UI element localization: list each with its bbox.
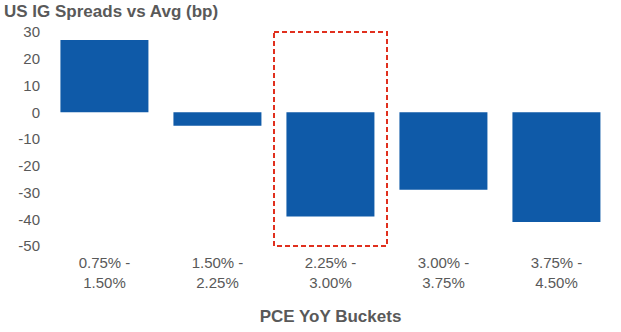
- svg-text:-20: -20: [18, 157, 40, 174]
- svg-text:10: 10: [23, 77, 40, 94]
- svg-text:-40: -40: [18, 211, 40, 228]
- svg-text:1.50% -2.25%: 1.50% -2.25%: [192, 254, 244, 291]
- svg-text:3.00% -3.75%: 3.00% -3.75%: [418, 254, 470, 291]
- svg-text:-10: -10: [18, 130, 40, 147]
- svg-text:3.75% -4.50%: 3.75% -4.50%: [531, 254, 583, 291]
- svg-text:0: 0: [32, 104, 40, 121]
- svg-text:0.75% -1.50%: 0.75% -1.50%: [79, 254, 131, 291]
- html-text:US IG Spreads vs Avg (bp): US IG Spreads vs Avg (bp): [4, 2, 219, 21]
- svg-text:PCE YoY Buckets: PCE YoY Buckets: [260, 307, 402, 326]
- svg-text:-30: -30: [18, 184, 40, 201]
- svg-text:2.25% -3.00%: 2.25% -3.00%: [305, 254, 357, 291]
- svg-text:20: 20: [23, 50, 40, 67]
- svg-text:30: 30: [23, 23, 40, 40]
- svg-text:-50: -50: [18, 237, 40, 254]
